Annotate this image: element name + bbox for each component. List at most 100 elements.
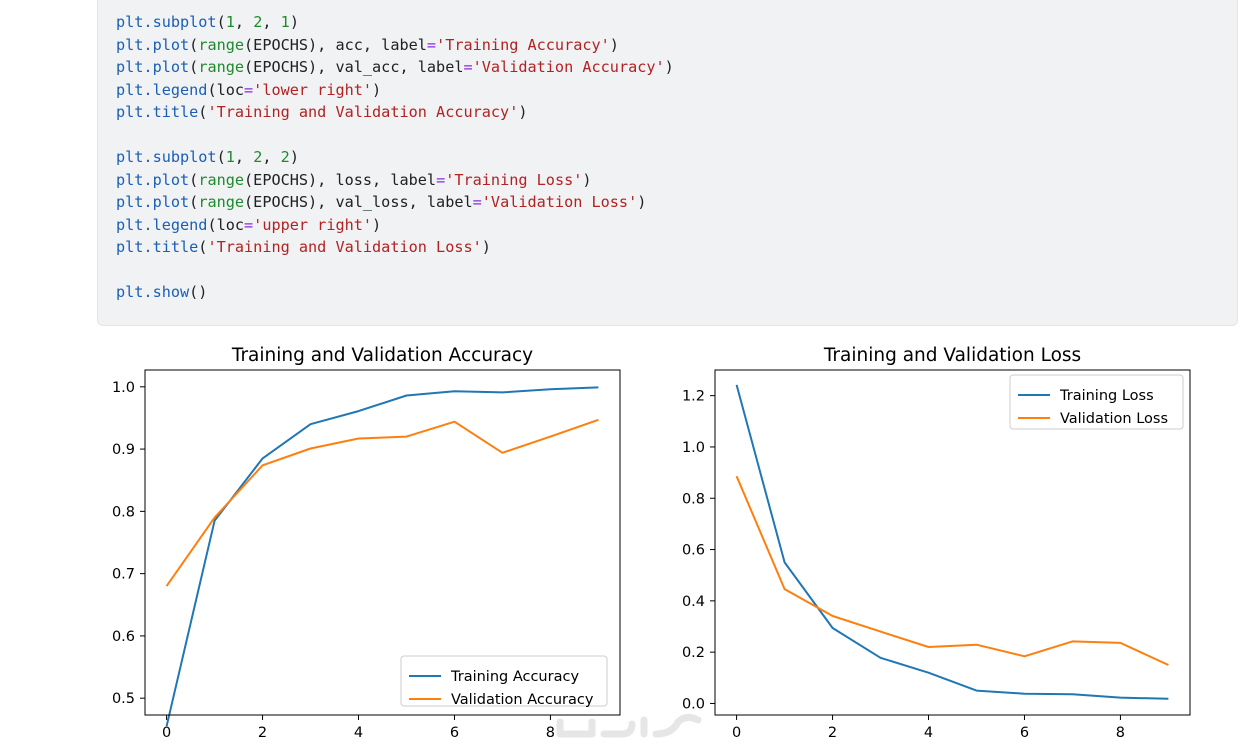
code-line: plt.subplot(1, 2, 2) — [116, 146, 674, 169]
y-tick-label: 0.6 — [112, 629, 135, 645]
legend-box — [400, 655, 608, 707]
legend-box — [1009, 374, 1184, 430]
code-token: range — [198, 35, 245, 54]
code-token: plt.title — [116, 238, 199, 256]
code-token: (loc — [207, 215, 245, 234]
code-token: ) — [518, 103, 528, 121]
code-token: = — [244, 215, 254, 234]
code-token: ) — [637, 193, 647, 211]
code-token: ) — [481, 238, 491, 256]
code-token: ) — [609, 35, 619, 54]
code-token: , — [262, 13, 281, 31]
code-token: plt.plot — [116, 35, 190, 54]
code-token: plt.show — [116, 283, 190, 301]
code-line: plt.plot(range(EPOCHS), acc, label='Trai… — [116, 34, 674, 57]
code-token: 'upper right' — [253, 215, 373, 234]
y-tick-label: 0.6 — [682, 543, 705, 559]
code-token: 1 — [280, 13, 290, 31]
code-token: plt.subplot — [116, 13, 217, 31]
code-token: = — [244, 80, 254, 99]
loss-chart: Training and Validation Loss 0 2 4 6 8 0.0 0.2 0… — [665, 338, 1205, 752]
code-token: ) — [289, 13, 299, 31]
chart-title: Training and Validation Loss — [823, 345, 1081, 366]
code-token: = — [472, 193, 482, 211]
chart-title: Training and Validation Accuracy — [231, 345, 533, 366]
legend-label: Validation Accuracy — [451, 692, 594, 708]
code-token: 'Training and Validation Accuracy' — [207, 103, 519, 121]
x-tick-label: 6 — [450, 725, 459, 741]
code-cell[interactable]: plt.subplot(1, 2, 1) plt.plot(range(EPOCH… — [97, 0, 1238, 326]
code-token: = — [426, 35, 437, 54]
accuracy-chart: Training and Validation Accuracy 0 2 4 6 8 0.5… — [95, 338, 635, 752]
code-line: plt.title('Training and Validation Accur… — [116, 101, 674, 124]
code-token: ) — [582, 170, 592, 189]
y-tick-label: 1.0 — [682, 440, 705, 456]
code-line: plt.title('Training and Validation Loss'… — [116, 236, 674, 259]
code-token: plt.subplot — [116, 148, 217, 166]
code-token: 'Validation Accuracy' — [472, 58, 665, 76]
code-token: 'Validation Loss' — [481, 193, 638, 211]
x-tick-label: 0 — [732, 725, 741, 741]
y-tick-label: 0.5 — [112, 691, 135, 707]
code-token: 1 — [225, 148, 235, 166]
code-line: plt.plot(range(EPOCHS), loss, label='Tra… — [116, 169, 674, 192]
code-token: plt.plot — [116, 58, 190, 76]
code-token: ( — [189, 193, 199, 211]
code-line: plt.plot(range(EPOCHS), val_loss, label=… — [116, 191, 674, 214]
x-tick-label: 2 — [828, 725, 837, 741]
legend-label: Training Loss — [1059, 388, 1154, 404]
code-token: ) — [664, 58, 674, 76]
code-token: ) — [289, 148, 299, 166]
code-token: plt.legend — [116, 215, 208, 234]
y-tick-label: 1.2 — [682, 389, 705, 405]
y-tick-label: 0.9 — [112, 442, 135, 458]
x-tick-label: 8 — [1116, 725, 1125, 741]
series-line-training-accuracy — [165, 386, 599, 727]
code-token: ) — [372, 215, 382, 234]
y-tick-label: 0.2 — [682, 645, 705, 661]
code-token: ) — [372, 80, 382, 99]
code-token: ( — [189, 35, 199, 54]
accuracy-chart-svg: Training and Validation Accuracy 0 2 4 6 8 0.5… — [112, 345, 621, 741]
code-token: (loc — [207, 80, 245, 99]
code-token: 'lower right' — [253, 80, 373, 99]
code-line — [116, 259, 674, 282]
code-token: plt.plot — [116, 193, 190, 211]
code-token: 2 — [253, 13, 263, 31]
plot-frame — [144, 369, 621, 716]
code-token: 'Training and Validation Loss' — [207, 238, 482, 256]
x-tick-label: 6 — [1020, 725, 1029, 741]
x-tick-label: 8 — [546, 725, 555, 741]
code-token: = — [463, 58, 473, 76]
x-tick-label: 0 — [162, 725, 171, 741]
code-token: ( — [216, 148, 226, 166]
code-token: , — [234, 148, 254, 166]
code-line: plt.subplot(1, 2, 1) — [116, 11, 674, 34]
y-tick-label: 0.0 — [682, 696, 705, 712]
series-line-validation-loss — [735, 475, 1169, 666]
code-token: 2 — [280, 148, 290, 166]
code-line: plt.legend(loc='lower right') — [116, 79, 674, 102]
code-token: ( — [198, 238, 208, 256]
code-token: () — [189, 283, 208, 301]
code-token: range — [198, 170, 245, 189]
code-token: , — [234, 13, 254, 31]
code-line: plt.plot(range(EPOCHS), val_acc, label='… — [116, 56, 674, 79]
code-block[interactable]: plt.subplot(1, 2, 1) plt.plot(range(EPOCH… — [116, 11, 674, 304]
y-tick-label: 0.7 — [112, 567, 135, 583]
code-token: (EPOCHS), val_loss, label — [244, 193, 473, 211]
x-tick-label: 4 — [354, 725, 363, 741]
code-token: 1 — [225, 13, 235, 31]
code-token: ( — [189, 170, 199, 189]
x-tick-label: 4 — [924, 725, 933, 741]
code-line — [116, 124, 674, 147]
code-line: plt.show() — [116, 281, 674, 304]
series-line-validation-accuracy — [165, 418, 599, 587]
x-tick-label: 2 — [258, 725, 267, 741]
code-token: plt.plot — [116, 170, 190, 189]
watermark-logo — [552, 700, 707, 748]
loss-chart-svg: Training and Validation Loss 0 2 4 6 8 0.0 0.2 0… — [682, 345, 1191, 741]
plot-frame — [714, 369, 1191, 716]
code-token: , — [262, 148, 281, 166]
y-tick-label: 0.4 — [682, 594, 705, 610]
